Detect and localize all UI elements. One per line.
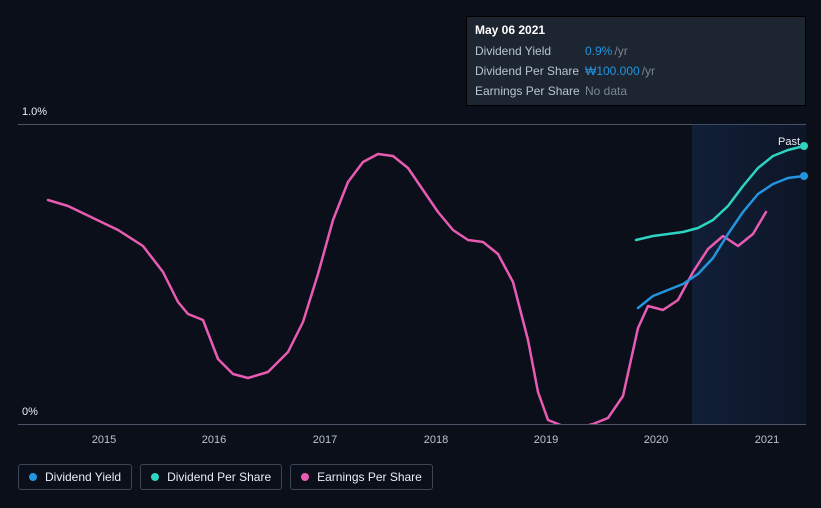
y-tick-label: 1.0% xyxy=(22,106,47,118)
x-tick-label: 2015 xyxy=(92,434,116,446)
y-gridline xyxy=(18,424,806,425)
chart-area: 1.0%0% Past 2015201620172018201920202021 xyxy=(18,100,806,424)
chart-lines xyxy=(18,124,806,424)
legend-item-dividend_per_share[interactable]: Dividend Per Share xyxy=(140,464,282,490)
tooltip-unit: /yr xyxy=(642,63,655,79)
tooltip-nodata: No data xyxy=(585,83,627,99)
x-tick-label: 2019 xyxy=(534,434,558,446)
legend-dot-icon xyxy=(29,473,37,481)
tooltip-value: 0.9% xyxy=(585,43,612,59)
tooltip-label: Dividend Yield xyxy=(475,43,585,59)
legend-dot-icon xyxy=(301,473,309,481)
tooltip-label: Dividend Per Share xyxy=(475,63,585,79)
x-tick-label: 2017 xyxy=(313,434,337,446)
tooltip-row: Dividend Per Share₩100.000 /yr xyxy=(467,61,805,81)
x-tick-label: 2016 xyxy=(202,434,226,446)
series-end-dot-dividend_yield xyxy=(800,172,808,180)
tooltip-unit: /yr xyxy=(614,43,627,59)
legend-item-dividend_yield[interactable]: Dividend Yield xyxy=(18,464,132,490)
tooltip-row: Dividend Yield0.9% /yr xyxy=(467,41,805,61)
chart-tooltip: May 06 2021 Dividend Yield0.9% /yrDivide… xyxy=(466,16,806,106)
legend-dot-icon xyxy=(151,473,159,481)
tooltip-label: Earnings Per Share xyxy=(475,83,585,99)
legend-label: Dividend Yield xyxy=(45,470,121,484)
x-tick-label: 2020 xyxy=(644,434,668,446)
legend-label: Earnings Per Share xyxy=(317,470,422,484)
series-end-dot-dividend_per_share xyxy=(800,142,808,150)
series-line-earnings_per_share xyxy=(48,154,766,424)
tooltip-value: ₩100.000 xyxy=(585,63,640,79)
legend-label: Dividend Per Share xyxy=(167,470,271,484)
legend: Dividend Yield Dividend Per Share Earnings… xyxy=(18,464,433,490)
series-line-dividend_yield xyxy=(638,176,804,308)
series-line-dividend_per_share xyxy=(636,146,804,240)
x-tick-label: 2018 xyxy=(424,434,448,446)
legend-item-earnings_per_share[interactable]: Earnings Per Share xyxy=(290,464,433,490)
tooltip-date: May 06 2021 xyxy=(467,21,805,41)
x-tick-label: 2021 xyxy=(755,434,779,446)
tooltip-row: Earnings Per ShareNo data xyxy=(467,81,805,101)
